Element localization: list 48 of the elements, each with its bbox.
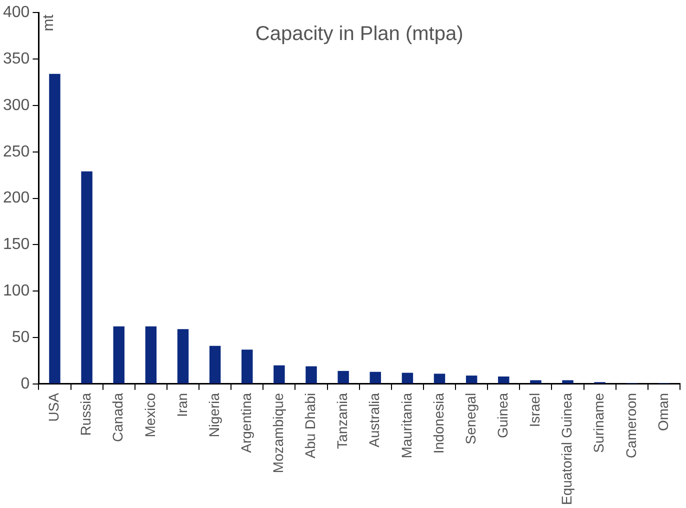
x-tick-label: Israel [526, 392, 543, 428]
y-tick-label: 100 [2, 282, 30, 300]
y-axis-title: mt [40, 14, 57, 32]
y-tick-label: 0 [20, 375, 30, 392]
x-tick-label: Nigeria [206, 392, 222, 438]
bar [145, 326, 157, 384]
x-tick-label: Argentina [238, 392, 254, 453]
x-tick-label: Mauritania [398, 392, 414, 458]
bar [530, 380, 542, 384]
bar [370, 372, 381, 384]
x-tick-label: Mexico [142, 392, 158, 438]
bar [562, 380, 574, 384]
x-tick-label: Oman [654, 392, 671, 432]
bar [306, 366, 317, 384]
y-tick-label: 150 [2, 236, 30, 254]
y-tick-label: 50 [12, 328, 30, 346]
bar [177, 329, 189, 384]
x-tick-label: Guinea [494, 392, 510, 438]
x-tick-label: Mozambique [270, 392, 286, 474]
bar [49, 74, 60, 384]
bar [209, 346, 221, 384]
bar [338, 370, 349, 384]
x-tick-label: Senegal [462, 392, 478, 444]
bar [81, 171, 92, 384]
x-tick-label: Canada [110, 392, 126, 442]
y-tick-label: 300 [2, 96, 30, 114]
x-tick-label: Suriname [590, 392, 607, 453]
y-tick-label: 250 [2, 143, 30, 160]
bar [242, 350, 253, 384]
x-tick-label: Australia [366, 392, 382, 448]
x-tick-label: Abu Dhabi [302, 392, 318, 458]
bar [466, 376, 478, 384]
x-tick-label: Cameroon [622, 392, 639, 458]
x-tick-label: Tanzania [334, 392, 350, 449]
y-tick-label: 400 [2, 4, 30, 22]
x-tick-label: USA [46, 392, 62, 422]
bar [274, 365, 285, 384]
bar [402, 372, 414, 384]
text: Capacity in Plan (mtpa) [255, 23, 464, 46]
y-tick-label: 350 [2, 50, 30, 68]
x-tick-label: Equatorial Guinea [558, 392, 575, 506]
x-tick-label: Indonesia [430, 392, 446, 454]
bar [113, 326, 124, 384]
y-tick-label: 200 [2, 190, 30, 207]
x-tick-label: Iran [174, 392, 190, 418]
bar [498, 376, 510, 384]
x-tick-label: Russia [78, 392, 94, 436]
bar [434, 374, 446, 384]
